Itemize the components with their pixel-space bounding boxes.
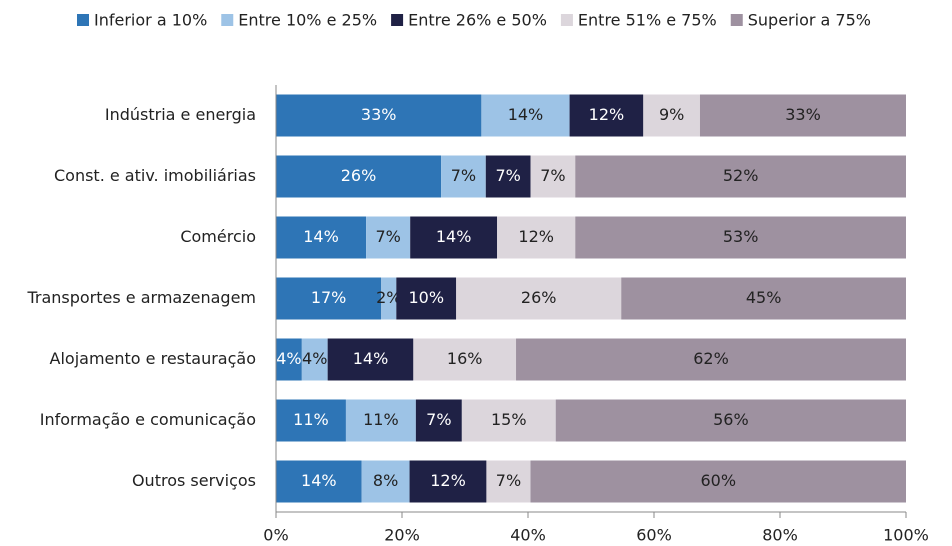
legend-label: Inferior a 10% xyxy=(94,11,207,30)
y-tick-label: Indústria e energia xyxy=(105,105,256,124)
bar-segment xyxy=(276,338,302,381)
bar-segment xyxy=(345,399,416,442)
legend-label: Entre 10% e 25% xyxy=(238,11,377,30)
y-tick-label: Alojamento e restauração xyxy=(50,349,256,368)
data-label: 12% xyxy=(430,471,466,490)
bar-segment xyxy=(699,94,906,137)
legend-label: Superior a 75% xyxy=(748,11,871,30)
y-tick-label: Transportes e armazenagem xyxy=(26,288,256,307)
x-tick-label: 40% xyxy=(510,526,546,545)
bar-segment xyxy=(481,94,570,137)
bar-segment xyxy=(276,399,346,442)
data-label: 11% xyxy=(363,410,399,429)
data-label: 33% xyxy=(361,105,397,124)
data-label: 26% xyxy=(341,166,377,185)
data-label: 53% xyxy=(723,227,759,246)
legend-swatch xyxy=(221,14,234,26)
legend-label: Entre 51% e 75% xyxy=(578,11,717,30)
y-tick-label: Informação e comunicação xyxy=(40,410,256,429)
data-label: 9% xyxy=(659,105,684,124)
data-label: 14% xyxy=(303,227,339,246)
data-label: 62% xyxy=(693,349,729,368)
data-label: 7% xyxy=(540,166,565,185)
bar-segment xyxy=(366,216,411,259)
bar-segment xyxy=(530,460,906,503)
data-label: 14% xyxy=(353,349,389,368)
legend-label: Entre 26% e 50% xyxy=(408,11,547,30)
data-label: 12% xyxy=(518,227,554,246)
data-label: 7% xyxy=(496,471,521,490)
bar-segment xyxy=(396,277,457,320)
data-label: 16% xyxy=(447,349,483,368)
x-tick-label: 0% xyxy=(263,526,288,545)
bar-segment xyxy=(276,216,367,259)
data-label: 2% xyxy=(376,288,401,307)
data-label: 56% xyxy=(713,410,749,429)
bar-segment xyxy=(497,216,576,259)
bar-segment xyxy=(327,338,414,381)
bar-segment xyxy=(485,155,531,198)
bar-segment xyxy=(415,399,462,442)
bar-segment xyxy=(276,155,442,198)
data-label: 7% xyxy=(495,166,520,185)
y-tick-label: Const. e ativ. imobiliárias xyxy=(54,166,256,185)
data-label: 17% xyxy=(311,288,347,307)
data-label: 4% xyxy=(276,349,301,368)
data-label: 60% xyxy=(700,471,736,490)
bar-segment xyxy=(276,94,482,137)
data-label: 14% xyxy=(301,471,337,490)
x-tick-label: 20% xyxy=(384,526,420,545)
data-label: 14% xyxy=(508,105,544,124)
bar-segment xyxy=(569,94,644,137)
data-label: 52% xyxy=(723,166,759,185)
bar-segment xyxy=(381,277,397,320)
data-label: 15% xyxy=(491,410,527,429)
bar-segment xyxy=(486,460,531,503)
bar-segment xyxy=(276,460,362,503)
bar-segment xyxy=(301,338,328,381)
bar-segment xyxy=(409,460,487,503)
bar-segment xyxy=(575,216,906,259)
bar-segment xyxy=(276,277,382,320)
data-label: 26% xyxy=(521,288,557,307)
bar-segment xyxy=(516,338,906,381)
data-label: 8% xyxy=(373,471,398,490)
data-label: 14% xyxy=(436,227,472,246)
data-label: 10% xyxy=(408,288,444,307)
bar-segment xyxy=(643,94,700,137)
data-label: 7% xyxy=(451,166,476,185)
legend-swatch xyxy=(77,14,89,26)
bar-segment xyxy=(456,277,622,320)
bar-segment xyxy=(361,460,410,503)
data-label: 33% xyxy=(785,105,821,124)
data-label: 7% xyxy=(375,227,400,246)
bar-segment xyxy=(410,216,498,259)
bar-segment xyxy=(461,399,556,442)
data-label: 7% xyxy=(426,410,451,429)
data-label: 45% xyxy=(746,288,782,307)
x-tick-label: 60% xyxy=(636,526,672,545)
data-label: 4% xyxy=(302,349,327,368)
bar-segment xyxy=(575,155,906,198)
data-label: 11% xyxy=(293,410,329,429)
y-tick-label: Comércio xyxy=(180,227,256,246)
bar-segment xyxy=(441,155,486,198)
x-tick-label: 100% xyxy=(883,526,929,545)
legend-swatch xyxy=(391,14,404,26)
bar-segment xyxy=(413,338,517,381)
bar-segment xyxy=(530,155,576,198)
legend-swatch xyxy=(560,14,573,26)
x-tick-label: 80% xyxy=(762,526,798,545)
y-tick-label: Outros serviços xyxy=(132,471,256,490)
bar-segment xyxy=(555,399,906,442)
legend-swatch xyxy=(730,14,743,26)
data-label: 12% xyxy=(589,105,625,124)
bar-segment xyxy=(621,277,906,320)
